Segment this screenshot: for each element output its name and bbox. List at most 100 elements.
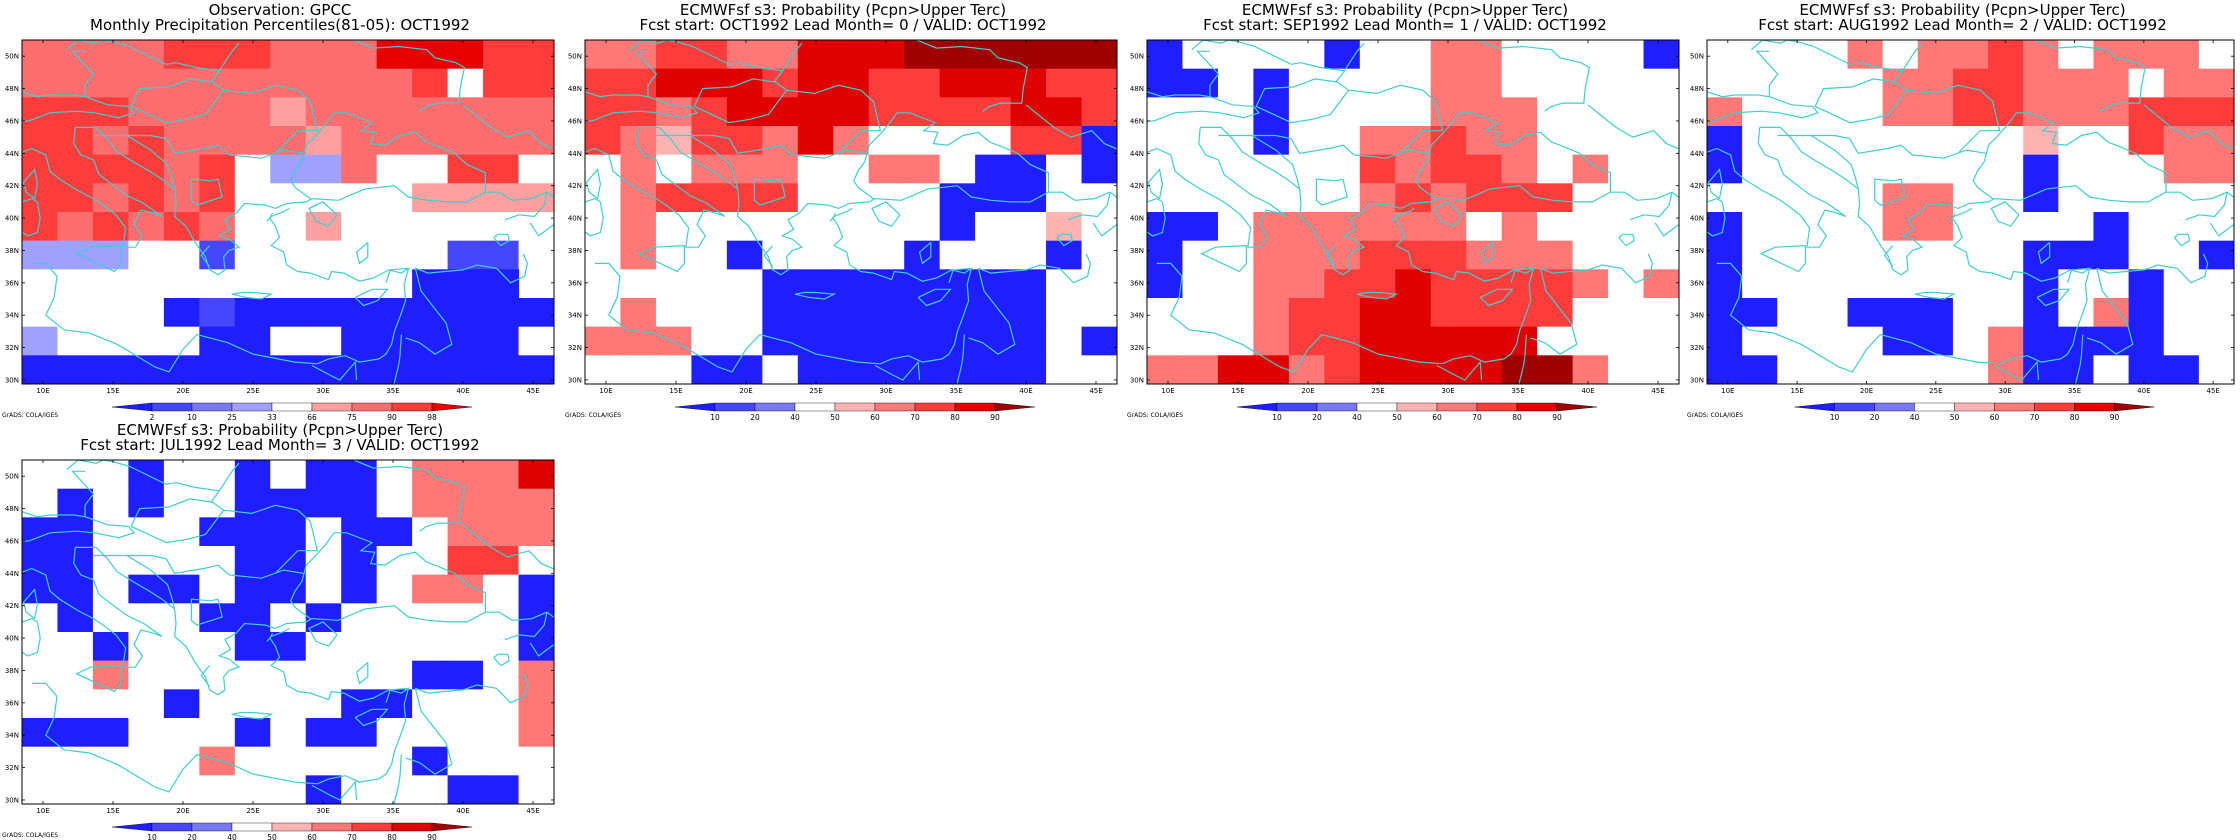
grid-cell [163, 126, 200, 156]
grid-cell [92, 183, 129, 213]
grid-cell [92, 212, 129, 242]
grid-cell [655, 154, 692, 184]
lon-tick-label: 20E [1860, 387, 1873, 395]
coastline [415, 253, 529, 284]
grid-cell [1217, 298, 1254, 328]
panel-title: ECMWFsf s3: Probability (Pcpn>Upper Terc… [1799, 1, 2125, 19]
grid-cell [1253, 183, 1290, 213]
grid-cell [1359, 240, 1396, 270]
coastline [763, 245, 774, 267]
coastline [1436, 360, 1483, 381]
grid-cell [868, 183, 905, 213]
coastline [1200, 245, 1247, 273]
grid-cell [483, 40, 520, 70]
grid-cell [2198, 269, 2234, 299]
grid-cell [1395, 240, 1432, 270]
grid-cell [305, 97, 342, 127]
colorbar-label: 90 [990, 413, 1000, 420]
colorbar-swatch [391, 402, 433, 412]
grid-cell [1882, 97, 1919, 127]
grid-cell [376, 40, 413, 70]
grid-cell [1217, 269, 1254, 299]
grid-cell [2163, 355, 2200, 384]
grid-cell [1466, 154, 1503, 184]
grid-cell [1812, 269, 1849, 299]
grid-cell [1643, 126, 1679, 156]
grid-cell [1643, 68, 1679, 98]
grid-cell [2023, 40, 2059, 70]
colorbar-label: 80 [950, 413, 960, 420]
grid-cell [2093, 240, 2130, 270]
grid-cell [762, 355, 799, 384]
grid-cell [1608, 154, 1645, 184]
grid-cell [1777, 154, 1813, 184]
lon-tick-label: 10E [36, 807, 49, 815]
grid-cell [234, 212, 271, 242]
colorbar-label: 10 [1830, 413, 1840, 420]
grid-cell [868, 240, 905, 270]
grid-cell [1501, 68, 1538, 98]
grid-cell [270, 660, 307, 690]
lat-tick-label: 42N [1130, 182, 1144, 190]
grid-cell [128, 517, 165, 547]
colorbar-swatch [1356, 402, 1398, 412]
coastline [874, 360, 921, 381]
coastline [75, 532, 486, 696]
grid-cell [620, 212, 657, 242]
grid-cell [412, 126, 449, 156]
coastline [75, 112, 486, 276]
colorbar-swatch [191, 822, 233, 832]
colorbar-swatch [1994, 402, 2035, 412]
grid-cell [163, 68, 200, 98]
grid-cell [57, 68, 94, 98]
lat-tick-label: 48N [1690, 85, 1704, 93]
grid-cell [1395, 326, 1432, 356]
grid-cell [376, 240, 413, 270]
grid-cell [1917, 298, 1954, 328]
grid-cell [376, 212, 413, 242]
grid-cell [57, 603, 94, 633]
grid-cell [412, 746, 449, 776]
grid-cell [1253, 97, 1290, 127]
grid-cell [1608, 68, 1645, 98]
colorbar-label: 20 [1870, 413, 1880, 420]
grid-cell [22, 689, 59, 719]
grid-cell [57, 355, 94, 384]
grid-cell [518, 517, 554, 547]
grid-cell [868, 97, 905, 127]
grid-cell [412, 632, 449, 662]
grid-cell [518, 574, 554, 604]
grid-cell [483, 517, 520, 547]
grid-cell [447, 746, 484, 776]
grid-cell [2093, 126, 2130, 156]
grid-cell [585, 68, 622, 98]
coastline [1587, 104, 1679, 150]
colorbar-swatch [754, 402, 796, 412]
grid-cell [1988, 326, 2024, 356]
grid-cell [376, 97, 413, 127]
colorbar-swatch [231, 402, 273, 412]
coastline [1759, 112, 2167, 276]
map-frame [1146, 39, 1680, 385]
colorbar-swatch [1954, 402, 1995, 412]
grid-cell [1952, 298, 1989, 328]
grid-cell [833, 326, 870, 356]
grid-cell [691, 212, 728, 242]
grid-cell [1572, 298, 1609, 328]
grid-cell [22, 126, 59, 156]
grid-cell [2163, 326, 2200, 356]
coastline [2074, 334, 2084, 384]
grid-cell [447, 546, 484, 576]
lon-tick-label: 20E [739, 387, 752, 395]
grid-cell [305, 326, 342, 356]
grid-cell [620, 298, 657, 328]
coastline [22, 470, 95, 518]
colorbar-label: 40 [790, 413, 800, 420]
coastline [405, 688, 453, 775]
lon-tick-label: 15E [1790, 387, 1803, 395]
grid-cell [1288, 68, 1325, 98]
grid-cell [1952, 212, 1989, 242]
grid-cell [1742, 269, 1778, 299]
grid-cell [22, 183, 59, 213]
grid-cell [2163, 269, 2200, 299]
